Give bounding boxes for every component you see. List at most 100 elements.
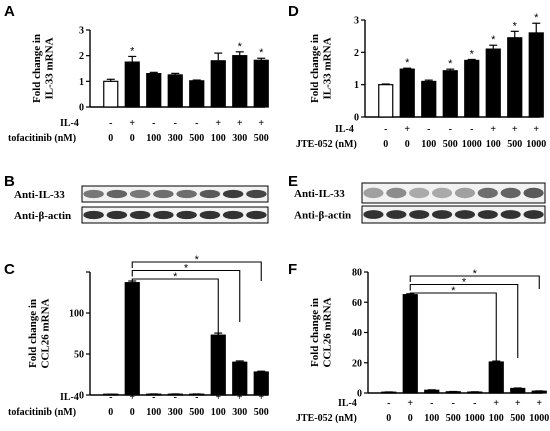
condition-value: 500 (189, 407, 204, 418)
bracket-line (131, 269, 241, 322)
condition-value: 1000 (529, 413, 549, 424)
blot-band (106, 189, 128, 199)
significance-star: * (238, 41, 243, 53)
y-axis-label: Fold change inCCL26 mRNA (309, 297, 334, 367)
condition-value: 0 (130, 133, 135, 144)
condition-value: - (430, 398, 433, 409)
blot-band (153, 189, 174, 199)
condition-value: + (215, 392, 221, 403)
condition-value: 0 (130, 407, 135, 418)
bar (103, 80, 119, 108)
condition-value: 0 (108, 133, 113, 144)
bracket-line (131, 278, 219, 346)
condition-value: 0 (405, 139, 410, 150)
bracket-star: * (195, 254, 200, 266)
condition-value: 1000 (526, 139, 546, 150)
blot-band (409, 187, 430, 199)
condition-value: + (404, 124, 410, 135)
blot-band (409, 210, 430, 219)
blot-label: Anti-β-actin (294, 210, 351, 222)
y-tick-label: 50 (74, 350, 84, 361)
blot-band (454, 187, 476, 199)
bracket-line (409, 275, 540, 289)
condition-value: - (427, 124, 430, 135)
condition-value: 100 (424, 413, 439, 424)
bar (507, 37, 523, 118)
condition-value: + (536, 398, 542, 409)
bar (146, 73, 162, 108)
condition-value: - (452, 398, 455, 409)
blot-strip (81, 185, 269, 203)
y-tick-label: 1 (79, 77, 84, 88)
blot-band (222, 210, 244, 220)
blot-band (106, 210, 128, 220)
condition-value: - (473, 398, 476, 409)
bar (402, 294, 418, 394)
condition-value: + (515, 398, 521, 409)
blot-band (176, 189, 197, 199)
condition-value: 100 (486, 139, 501, 150)
bar (253, 59, 269, 108)
condition-value: - (174, 392, 177, 403)
condition-label: IL-4 (338, 398, 357, 409)
y-tick-label: 0 (79, 103, 84, 114)
condition-value: + (512, 124, 518, 135)
y-tick-label: 80 (352, 268, 362, 279)
condition-value: 500 (507, 139, 522, 150)
blot-band (431, 210, 453, 219)
condition-value: - (109, 118, 112, 129)
y-tick-label: 3 (354, 16, 359, 27)
condition-value: + (490, 124, 496, 135)
blot-band (431, 187, 453, 199)
bar (528, 32, 544, 118)
condition-value: 100 (211, 133, 226, 144)
condition-value: - (387, 398, 390, 409)
condition-value: 500 (446, 413, 461, 424)
significance-bracket: * (131, 263, 241, 322)
condition-value: 0 (108, 407, 113, 418)
blot-band (199, 189, 221, 199)
blot-band (129, 210, 151, 220)
significance-bracket: * (409, 277, 519, 358)
y-tick-label: 2 (79, 51, 84, 62)
blot-band (246, 189, 267, 199)
blot-band (363, 187, 384, 199)
bracket-star: * (173, 271, 178, 283)
significance-bracket: * (409, 285, 497, 380)
blot-band (386, 187, 407, 199)
blot-label: Anti-β-actin (14, 210, 71, 222)
bar (189, 80, 205, 108)
bar (421, 80, 437, 118)
condition-value: 500 (443, 139, 458, 150)
condition-value: + (407, 398, 413, 409)
blot-band (83, 210, 104, 220)
condition-value: + (129, 392, 135, 403)
blot-band (363, 210, 384, 219)
bar (399, 68, 415, 118)
condition-value: 500 (254, 407, 269, 418)
blot-band (129, 189, 151, 199)
bar (510, 387, 526, 394)
y-axis-label-line: Fold change in (27, 299, 39, 368)
bar (424, 389, 440, 394)
significance-bracket: * (131, 254, 262, 281)
y-axis-label-line: Fold change in (309, 34, 321, 103)
bar (210, 60, 226, 108)
blot-band (477, 187, 498, 199)
blot-band (477, 210, 498, 219)
condition-value: 300 (232, 133, 247, 144)
y-tick-label: 0 (354, 113, 359, 124)
condition-label: JTE-052 (nM) (296, 413, 357, 424)
condition-value: + (237, 118, 243, 129)
y-tick-label: 1 (354, 80, 359, 91)
significance-star: * (448, 58, 453, 70)
condition-value: - (152, 118, 155, 129)
panel-letter: D (288, 3, 299, 20)
condition-value: + (129, 118, 135, 129)
y-axis-label: Fold change inCCL26 mRNA (27, 298, 52, 368)
blot-band (83, 189, 104, 199)
